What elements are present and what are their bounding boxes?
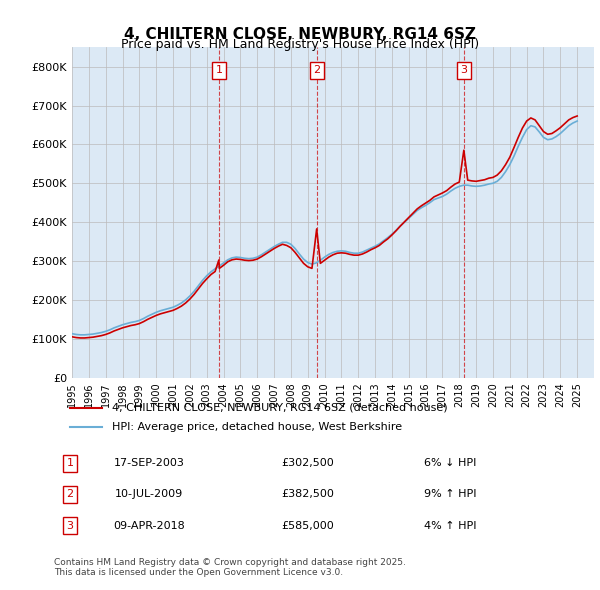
Text: £302,500: £302,500 [281, 458, 334, 468]
Text: HPI: Average price, detached house, West Berkshire: HPI: Average price, detached house, West… [112, 422, 402, 432]
Text: £382,500: £382,500 [281, 490, 334, 499]
Text: 4, CHILTERN CLOSE, NEWBURY, RG14 6SZ (detached house): 4, CHILTERN CLOSE, NEWBURY, RG14 6SZ (de… [112, 403, 448, 412]
Text: 2: 2 [313, 65, 320, 76]
Text: 3: 3 [460, 65, 467, 76]
Text: 17-SEP-2003: 17-SEP-2003 [113, 458, 184, 468]
Text: Price paid vs. HM Land Registry's House Price Index (HPI): Price paid vs. HM Land Registry's House … [121, 38, 479, 51]
Text: 4% ↑ HPI: 4% ↑ HPI [424, 520, 476, 530]
Text: 1: 1 [67, 458, 73, 468]
Text: 3: 3 [67, 520, 73, 530]
Text: 09-APR-2018: 09-APR-2018 [113, 520, 185, 530]
Text: 9% ↑ HPI: 9% ↑ HPI [424, 490, 476, 499]
Text: £585,000: £585,000 [281, 520, 334, 530]
Text: 6% ↓ HPI: 6% ↓ HPI [424, 458, 476, 468]
Text: 2: 2 [66, 490, 73, 499]
Text: 10-JUL-2009: 10-JUL-2009 [115, 490, 183, 499]
Text: 1: 1 [215, 65, 223, 76]
Text: Contains HM Land Registry data © Crown copyright and database right 2025.
This d: Contains HM Land Registry data © Crown c… [54, 558, 406, 577]
Text: 4, CHILTERN CLOSE, NEWBURY, RG14 6SZ: 4, CHILTERN CLOSE, NEWBURY, RG14 6SZ [124, 27, 476, 41]
